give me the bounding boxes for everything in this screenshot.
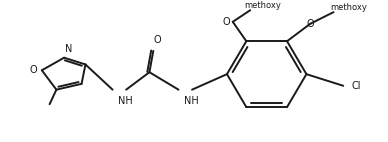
Text: NH: NH [118,96,133,106]
Text: methoxy: methoxy [244,1,281,10]
Text: Cl: Cl [351,81,360,91]
Text: O: O [29,65,37,75]
Text: NH: NH [184,96,199,106]
Text: N: N [65,44,73,54]
Text: O: O [222,17,230,27]
Text: O: O [307,19,314,29]
Text: methoxy: methoxy [331,3,367,12]
Text: O: O [153,35,161,45]
